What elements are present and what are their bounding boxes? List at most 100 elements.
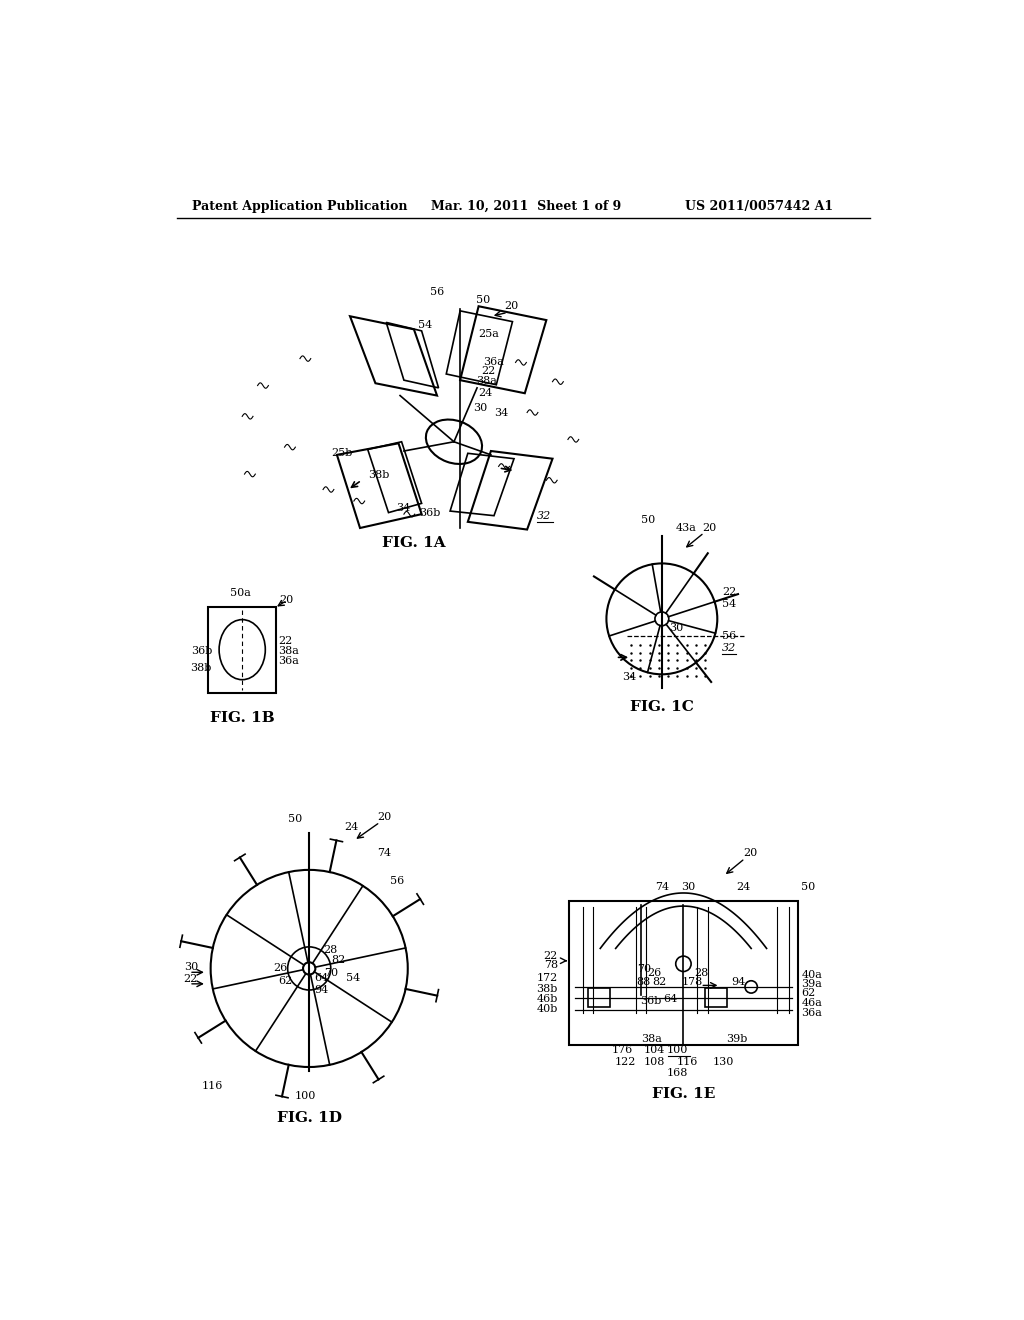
- Text: 104: 104: [643, 1045, 665, 1055]
- Text: 38b: 38b: [189, 663, 211, 673]
- Text: 94: 94: [731, 977, 745, 987]
- Text: 39a: 39a: [801, 979, 822, 989]
- Text: 20: 20: [701, 523, 716, 533]
- Text: 46a: 46a: [801, 998, 822, 1008]
- Text: 24: 24: [736, 882, 751, 892]
- Bar: [705, 989, 727, 1007]
- Text: 64: 64: [663, 994, 677, 1003]
- Circle shape: [655, 612, 669, 626]
- Text: 22: 22: [722, 587, 736, 597]
- Text: 20: 20: [377, 812, 391, 822]
- Text: 172: 172: [537, 973, 558, 983]
- Text: 70: 70: [325, 968, 339, 978]
- Text: 50: 50: [641, 515, 655, 525]
- Bar: [588, 989, 609, 1007]
- Text: 168: 168: [667, 1068, 688, 1078]
- Text: 56: 56: [390, 875, 404, 886]
- Text: 62: 62: [801, 989, 815, 998]
- Text: 54: 54: [346, 973, 360, 983]
- Text: 25a: 25a: [478, 329, 500, 339]
- Text: 38a: 38a: [279, 647, 299, 656]
- Text: 116: 116: [202, 1081, 223, 1090]
- Text: 39b: 39b: [726, 1035, 748, 1044]
- Text: US 2011/0057442 A1: US 2011/0057442 A1: [685, 199, 834, 213]
- Text: 32: 32: [538, 511, 551, 521]
- Circle shape: [676, 956, 691, 972]
- Text: 28: 28: [694, 968, 709, 978]
- Text: 54: 54: [722, 598, 736, 609]
- Text: 40b: 40b: [537, 1003, 558, 1014]
- Text: 82: 82: [331, 956, 345, 965]
- Text: 34: 34: [623, 672, 637, 682]
- Text: 36a: 36a: [801, 1008, 822, 1018]
- Text: 26: 26: [647, 968, 662, 978]
- Text: 25b: 25b: [331, 447, 352, 458]
- Text: 38a: 38a: [476, 376, 498, 385]
- Bar: [568, 900, 798, 1045]
- Text: 22: 22: [183, 974, 198, 985]
- Text: 116: 116: [677, 1057, 698, 1067]
- Text: 20: 20: [280, 595, 294, 606]
- Text: 43a: 43a: [676, 523, 696, 533]
- Text: 122: 122: [614, 1057, 636, 1067]
- Text: Patent Application Publication: Patent Application Publication: [193, 199, 408, 213]
- Text: 56: 56: [722, 631, 736, 642]
- Text: 78: 78: [544, 961, 558, 970]
- Text: 74: 74: [377, 847, 391, 858]
- Text: 34: 34: [494, 408, 508, 418]
- Text: 108: 108: [643, 1057, 665, 1067]
- Text: 22: 22: [481, 366, 496, 376]
- Text: 62: 62: [278, 975, 292, 986]
- Text: 50a: 50a: [230, 587, 251, 598]
- Circle shape: [303, 962, 315, 974]
- Text: Mar. 10, 2011  Sheet 1 of 9: Mar. 10, 2011 Sheet 1 of 9: [431, 199, 622, 213]
- Text: 38b: 38b: [368, 470, 389, 480]
- Text: 36a: 36a: [279, 656, 299, 665]
- Circle shape: [745, 981, 758, 993]
- Text: 30: 30: [183, 962, 198, 972]
- Text: 30: 30: [681, 882, 695, 892]
- Text: 50: 50: [801, 882, 815, 892]
- Text: 34: 34: [396, 503, 411, 513]
- Text: 22: 22: [279, 635, 293, 645]
- Text: 54: 54: [418, 319, 432, 330]
- Text: 100: 100: [295, 1092, 316, 1101]
- Text: 20: 20: [743, 847, 758, 858]
- Text: 178: 178: [682, 977, 703, 987]
- Text: 74: 74: [654, 882, 669, 892]
- Text: 38b: 38b: [537, 983, 558, 994]
- Text: 40a: 40a: [801, 970, 822, 979]
- Text: 36b: 36b: [419, 508, 440, 519]
- Text: 50: 50: [288, 814, 302, 824]
- Text: 88: 88: [636, 977, 650, 987]
- Text: FIG. 1C: FIG. 1C: [630, 700, 694, 714]
- Text: FIG. 1A: FIG. 1A: [382, 536, 445, 550]
- Text: 20: 20: [504, 301, 518, 312]
- Text: 70: 70: [637, 964, 651, 974]
- Text: FIG. 1E: FIG. 1E: [651, 1086, 715, 1101]
- Text: 176: 176: [612, 1045, 634, 1055]
- Text: 26: 26: [273, 962, 288, 973]
- Text: 94: 94: [314, 985, 329, 995]
- Text: 64: 64: [314, 973, 329, 983]
- Text: 32: 32: [722, 643, 736, 653]
- Text: 36b: 36b: [640, 995, 662, 1006]
- Text: 28: 28: [323, 945, 337, 956]
- Text: 56: 56: [430, 288, 444, 297]
- Text: 46b: 46b: [537, 994, 558, 1003]
- Text: 100: 100: [667, 1045, 688, 1055]
- Text: FIG. 1B: FIG. 1B: [210, 711, 274, 725]
- Text: 130: 130: [713, 1057, 734, 1067]
- Bar: [208, 607, 276, 693]
- Text: FIG. 1D: FIG. 1D: [276, 1111, 342, 1126]
- Text: 24: 24: [478, 388, 493, 397]
- Text: 24: 24: [344, 822, 358, 832]
- Text: 38a: 38a: [641, 1035, 662, 1044]
- Text: 22: 22: [544, 952, 558, 961]
- Text: 30: 30: [473, 403, 487, 413]
- Text: 82: 82: [652, 977, 667, 987]
- Text: 50: 50: [475, 296, 489, 305]
- Text: 36a: 36a: [483, 356, 504, 367]
- Text: 36b: 36b: [191, 647, 213, 656]
- Text: 30: 30: [670, 623, 684, 634]
